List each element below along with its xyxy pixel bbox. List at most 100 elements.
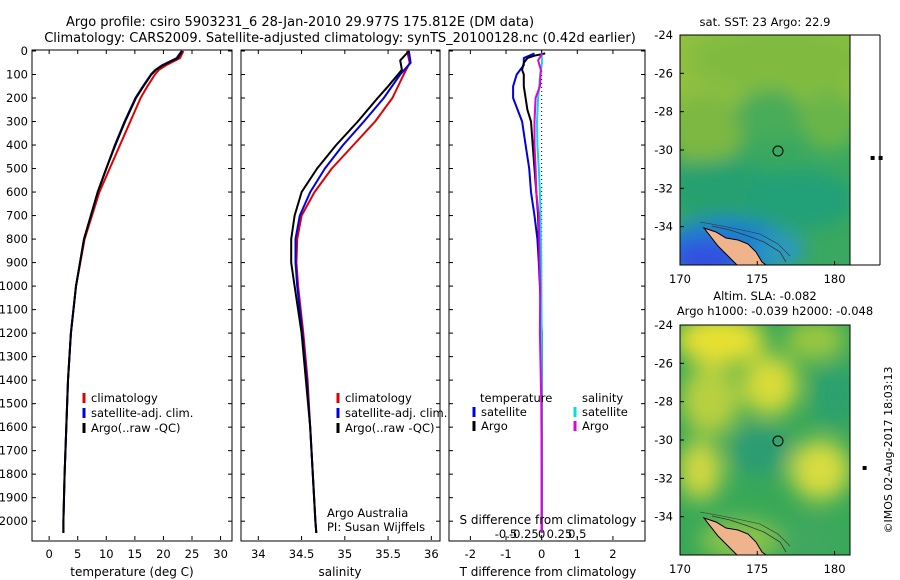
annotation-line2: PI: Susan Wijffels [327,520,425,534]
series-line-argo-raw-qc- [62,50,184,533]
x-tick-label: -2 [465,547,476,561]
x-tick-label: 34 [251,547,266,561]
depth-tick-label: 900 [6,256,28,270]
temperature-tick-labels: 0 5 10 15 20 25 30 [45,50,228,561]
sla-map-lon-labels: 170 175 180 [669,551,846,576]
lon-tick-label: 180 [824,562,846,576]
legend-label-argo: Argo(..raw -QC) [345,421,435,435]
s-tick-label: 0.5 [568,527,586,541]
lon-tick-label: 170 [669,562,691,576]
x-tick-label: 15 [128,547,143,561]
depth-tick-label: 300 [6,115,28,129]
x-tick-label: 1 [574,547,581,561]
legend-title-salinity: salinity [582,391,623,405]
s-tick-label: -0.25 [509,527,539,541]
s-tick-label: 0 [538,527,545,541]
x-tick-label: 36 [424,547,439,561]
title-line2: Climatology: CARS2009. Satellite-adjuste… [44,31,636,46]
argo-location-marker [772,145,784,157]
legend-title-temperature: temperature [480,391,552,405]
lat-tick-label: -32 [654,181,673,195]
depth-tick-label: 200 [6,91,28,105]
difference-legend: temperature satellite Argo salinity sate… [472,391,628,433]
sla-heatmap [680,325,850,555]
sst-map-panel: sat. SST: 23 Argo: 22.9 -24-26-28-30-32-… [654,15,883,286]
depth-tick-label: 1500 [0,397,28,411]
x-tick-label: 5 [74,547,81,561]
argo-location-marker [772,435,784,447]
legend-label-climatology: climatology [91,391,158,405]
depth-tick-label: 1600 [0,420,28,434]
depth-tick-label: 700 [6,209,28,223]
sst-map-title: sat. SST: 23 Argo: 22.9 [700,15,831,29]
legend-label-satellite: satellite-adj. clim. [91,406,193,420]
lat-tick-label: -26 [654,356,673,370]
lat-tick-label: -34 [654,220,673,234]
svg-text:▪: ▪ [862,463,867,472]
x-tick-label: 35.5 [375,547,401,561]
series-line-argo-raw-qc- [290,50,410,533]
difference-panel: -2 -1 0 1 2 -0.5-0.25 0 0.250.5 S difference f… [448,49,646,579]
sla-map-title-line2: Argo h1000: -0.039 h2000: -0.048 [677,304,873,318]
imos-credit: ©IMOS 02-Aug-2017 18:03:13 [882,367,895,534]
legend-label-satellite: satellite-adj. clim. [345,406,447,420]
lat-tick-label: -24 [654,318,673,332]
lon-tick-label: 170 [669,272,691,286]
depth-tick-labels: 0 100 200 300 400 500 600 700 800 900 1000 1100 1200… [0,44,645,528]
depth-tick-label: 500 [6,162,28,176]
depth-tick-label: 1200 [0,326,28,340]
difference-axes-frame [448,49,646,542]
series-line-s-argo [533,52,544,533]
sla-map-panel: Altim. SLA: -0.082 Argo h1000: -0.039 h2… [654,289,873,576]
sst-map-lon-labels: 170 175 180 [669,261,846,286]
x-tick-label: 25 [185,547,200,561]
salinity-panel: 34 34.5 35 35.5 36 salinity climatology sate… [240,49,447,579]
x-tick-label: 34.5 [289,547,315,561]
depth-tick-label: 1300 [0,350,28,364]
legend-label-s-argo: Argo [582,419,609,433]
x-tick-label: 2 [609,547,616,561]
lat-tick-label: -24 [654,28,673,42]
temperature-xlabel: temperature (deg C) [70,565,193,579]
legend-label-t-satellite: satellite [481,405,527,419]
legend-label-argo: Argo(..raw -QC) [91,421,181,435]
x-tick-label: 10 [99,547,114,561]
lat-tick-label: -26 [654,66,673,80]
depth-tick-label: 1100 [0,303,28,317]
lon-tick-label: 175 [746,272,768,286]
x-tick-label: 0 [538,547,545,561]
x-tick-label: 35 [338,547,353,561]
lat-tick-label: -30 [654,143,673,157]
depth-tick-label: 1900 [0,491,28,505]
s-difference-tick-labels: -0.5-0.25 0 0.250.5 [495,527,587,541]
lon-tick-label: 180 [824,272,846,286]
s-tick-label: -0.5 [495,527,517,541]
salinity-axes-frame [240,49,441,542]
depth-tick-label: 100 [6,68,28,82]
temperature-axes-frame [31,49,233,542]
s-difference-xlabel: S difference from climatology [460,513,637,527]
lat-tick-label: -34 [654,510,673,524]
annotation-line1: Argo Australia [327,506,408,520]
x-tick-label: 30 [213,547,228,561]
difference-series [512,52,546,533]
lat-tick-label: -30 [654,433,673,447]
lon-tick-label: 175 [746,562,768,576]
salinity-xlabel: salinity [318,565,361,579]
title-line1: Argo profile: csiro 5903231_6 28-Jan-201… [66,15,534,30]
sst-heatmap [680,35,850,265]
salinity-legend: climatology satellite-adj. clim. Argo(..… [336,391,447,435]
temperature-legend: climatology satellite-adj. clim. Argo(..… [82,391,193,435]
depth-tick-label: 600 [6,185,28,199]
x-tick-label: 20 [156,547,171,561]
x-tick-label: 0 [45,547,52,561]
sla-map-title-line1: Altim. SLA: -0.082 [713,289,817,303]
legend-label-s-satellite: satellite [582,405,628,419]
s-tick-label: 0.25 [547,527,573,541]
legend-label-climatology: climatology [345,391,412,405]
t-difference-tick-labels: -2 -1 0 1 2 [465,50,617,561]
lat-tick-label: -32 [654,471,673,485]
svg-text:▪ ▪: ▪ ▪ [870,153,883,162]
salinity-series [290,50,412,533]
